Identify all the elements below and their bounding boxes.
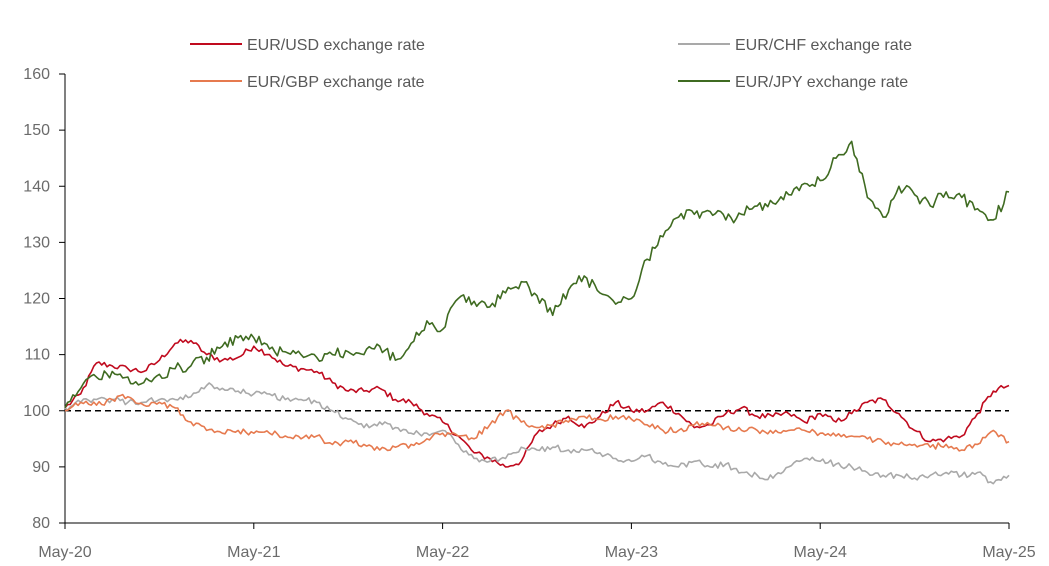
legend-label-eur-usd-exchange-rate: EUR/USD exchange rate xyxy=(247,37,425,54)
x-tick-label: May-21 xyxy=(227,544,280,561)
series-line-eur-chf-exchange-rate xyxy=(64,382,1010,485)
y-tick-label: 160 xyxy=(23,66,50,83)
x-tick-label: May-24 xyxy=(794,544,847,561)
x-tick-label: May-25 xyxy=(982,544,1035,561)
y-tick-label: 90 xyxy=(32,459,50,476)
series-line-eur-gbp-exchange-rate xyxy=(64,393,1010,452)
legend-label-eur-chf-exchange-rate: EUR/CHF exchange rate xyxy=(735,37,912,54)
y-tick-label: 110 xyxy=(24,347,50,364)
x-tick-label: May-23 xyxy=(605,544,658,561)
series-line-eur-usd-exchange-rate xyxy=(64,338,1010,468)
y-tick-label: 120 xyxy=(23,291,50,308)
x-tick-label: May-22 xyxy=(416,544,469,561)
axes-layer: 80 90 100 110 120 130 140 150 160 May-20 May-21 May… xyxy=(23,66,1035,561)
y-tick-label: 80 xyxy=(32,515,50,532)
legend: EUR/USD exchange rate EUR/CHF exchange ra… xyxy=(190,37,912,91)
y-tick-label: 150 xyxy=(23,122,50,139)
series-line-eur-jpy-exchange-rate xyxy=(64,140,1010,409)
y-tick-label: 130 xyxy=(23,234,50,251)
series-layer xyxy=(64,140,1010,485)
legend-label-eur-jpy-exchange-rate: EUR/JPY exchange rate xyxy=(735,74,908,91)
legend-label-eur-gbp-exchange-rate: EUR/GBP exchange rate xyxy=(247,74,425,91)
y-tick-label: 100 xyxy=(23,403,50,420)
y-tick-label: 140 xyxy=(23,178,50,195)
x-tick-label: May-20 xyxy=(38,544,91,561)
